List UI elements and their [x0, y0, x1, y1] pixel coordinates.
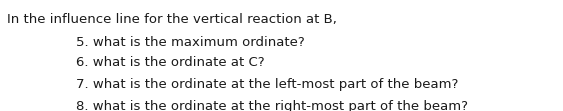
Text: 5. what is the maximum ordinate?: 5. what is the maximum ordinate?: [76, 36, 305, 49]
Text: 7. what is the ordinate at the left-most part of the beam?: 7. what is the ordinate at the left-most…: [76, 78, 458, 91]
Text: 8. what is the ordinate at the right-most part of the beam?: 8. what is the ordinate at the right-mos…: [76, 100, 468, 111]
Text: In the influence line for the vertical reaction at B,: In the influence line for the vertical r…: [7, 13, 337, 26]
Text: 6. what is the ordinate at C?: 6. what is the ordinate at C?: [76, 56, 265, 68]
